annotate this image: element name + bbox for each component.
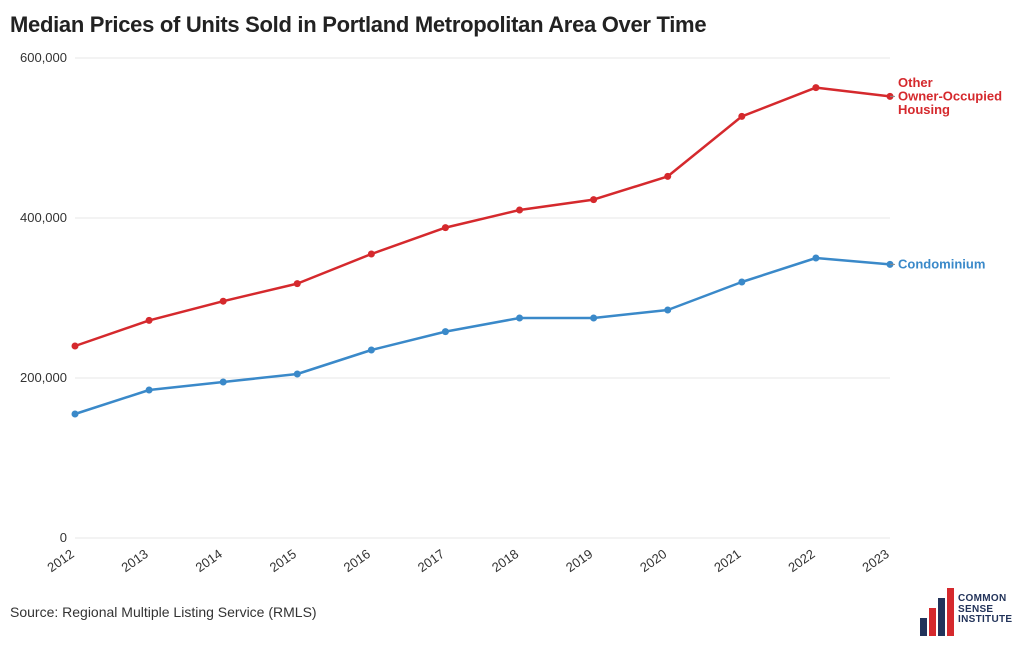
series-marker [590,315,597,322]
series-marker [664,173,671,180]
series-marker [442,224,449,231]
series-marker [294,371,301,378]
series-line [75,88,890,346]
chart-plot-area: 0 200,000 400,000 600,000 2012 2013 2014 2015 20… [10,48,1010,578]
x-tick-label: 2019 [563,546,595,575]
x-tick-label: 2022 [785,546,817,575]
series-marker [590,196,597,203]
series-marker [442,328,449,335]
y-tick-label: 400,000 [20,210,67,225]
series-marker [220,298,227,305]
x-tick-label: 2016 [341,546,373,575]
logo-bar [938,598,945,636]
series-marker [812,255,819,262]
x-tick-label: 2013 [119,546,151,575]
y-tick-label: 200,000 [20,370,67,385]
x-tick-label: 2018 [489,546,521,575]
series-marker [368,251,375,258]
logo-bar [920,618,927,636]
x-tick-label: 2021 [711,546,743,575]
chart-title: Median Prices of Units Sold in Portland … [10,12,1010,38]
x-tick-label: 2017 [415,546,447,575]
series-marker [368,347,375,354]
logo-bar [947,588,954,636]
x-tick-label: 2012 [44,546,76,575]
series-marker [146,317,153,324]
series-line [75,258,890,414]
y-tick-label: 600,000 [20,50,67,65]
series-marker [738,113,745,120]
series-marker [516,207,523,214]
x-tick-label: 2014 [193,546,225,575]
series-label: Condominium [898,256,985,271]
x-tick-label: 2015 [267,546,299,575]
x-tick-label: 2020 [637,546,669,575]
y-tick-label: 0 [60,530,67,545]
series-marker [72,411,79,418]
series-marker [146,387,153,394]
series-marker [516,315,523,322]
x-tick-label: 2023 [859,546,891,575]
series-marker [812,84,819,91]
series-marker [738,279,745,286]
footer-logo: COMMON SENSE INSTITUTE [920,582,1010,642]
series-marker [294,280,301,287]
logo-bar [929,608,936,636]
series-marker [664,307,671,314]
footer-logo-text: COMMON SENSE INSTITUTE [958,594,1012,626]
source-caption: Source: Regional Multiple Listing Servic… [10,604,317,620]
series-marker [72,343,79,350]
series-marker [220,379,227,386]
series-label: Housing [898,102,950,117]
